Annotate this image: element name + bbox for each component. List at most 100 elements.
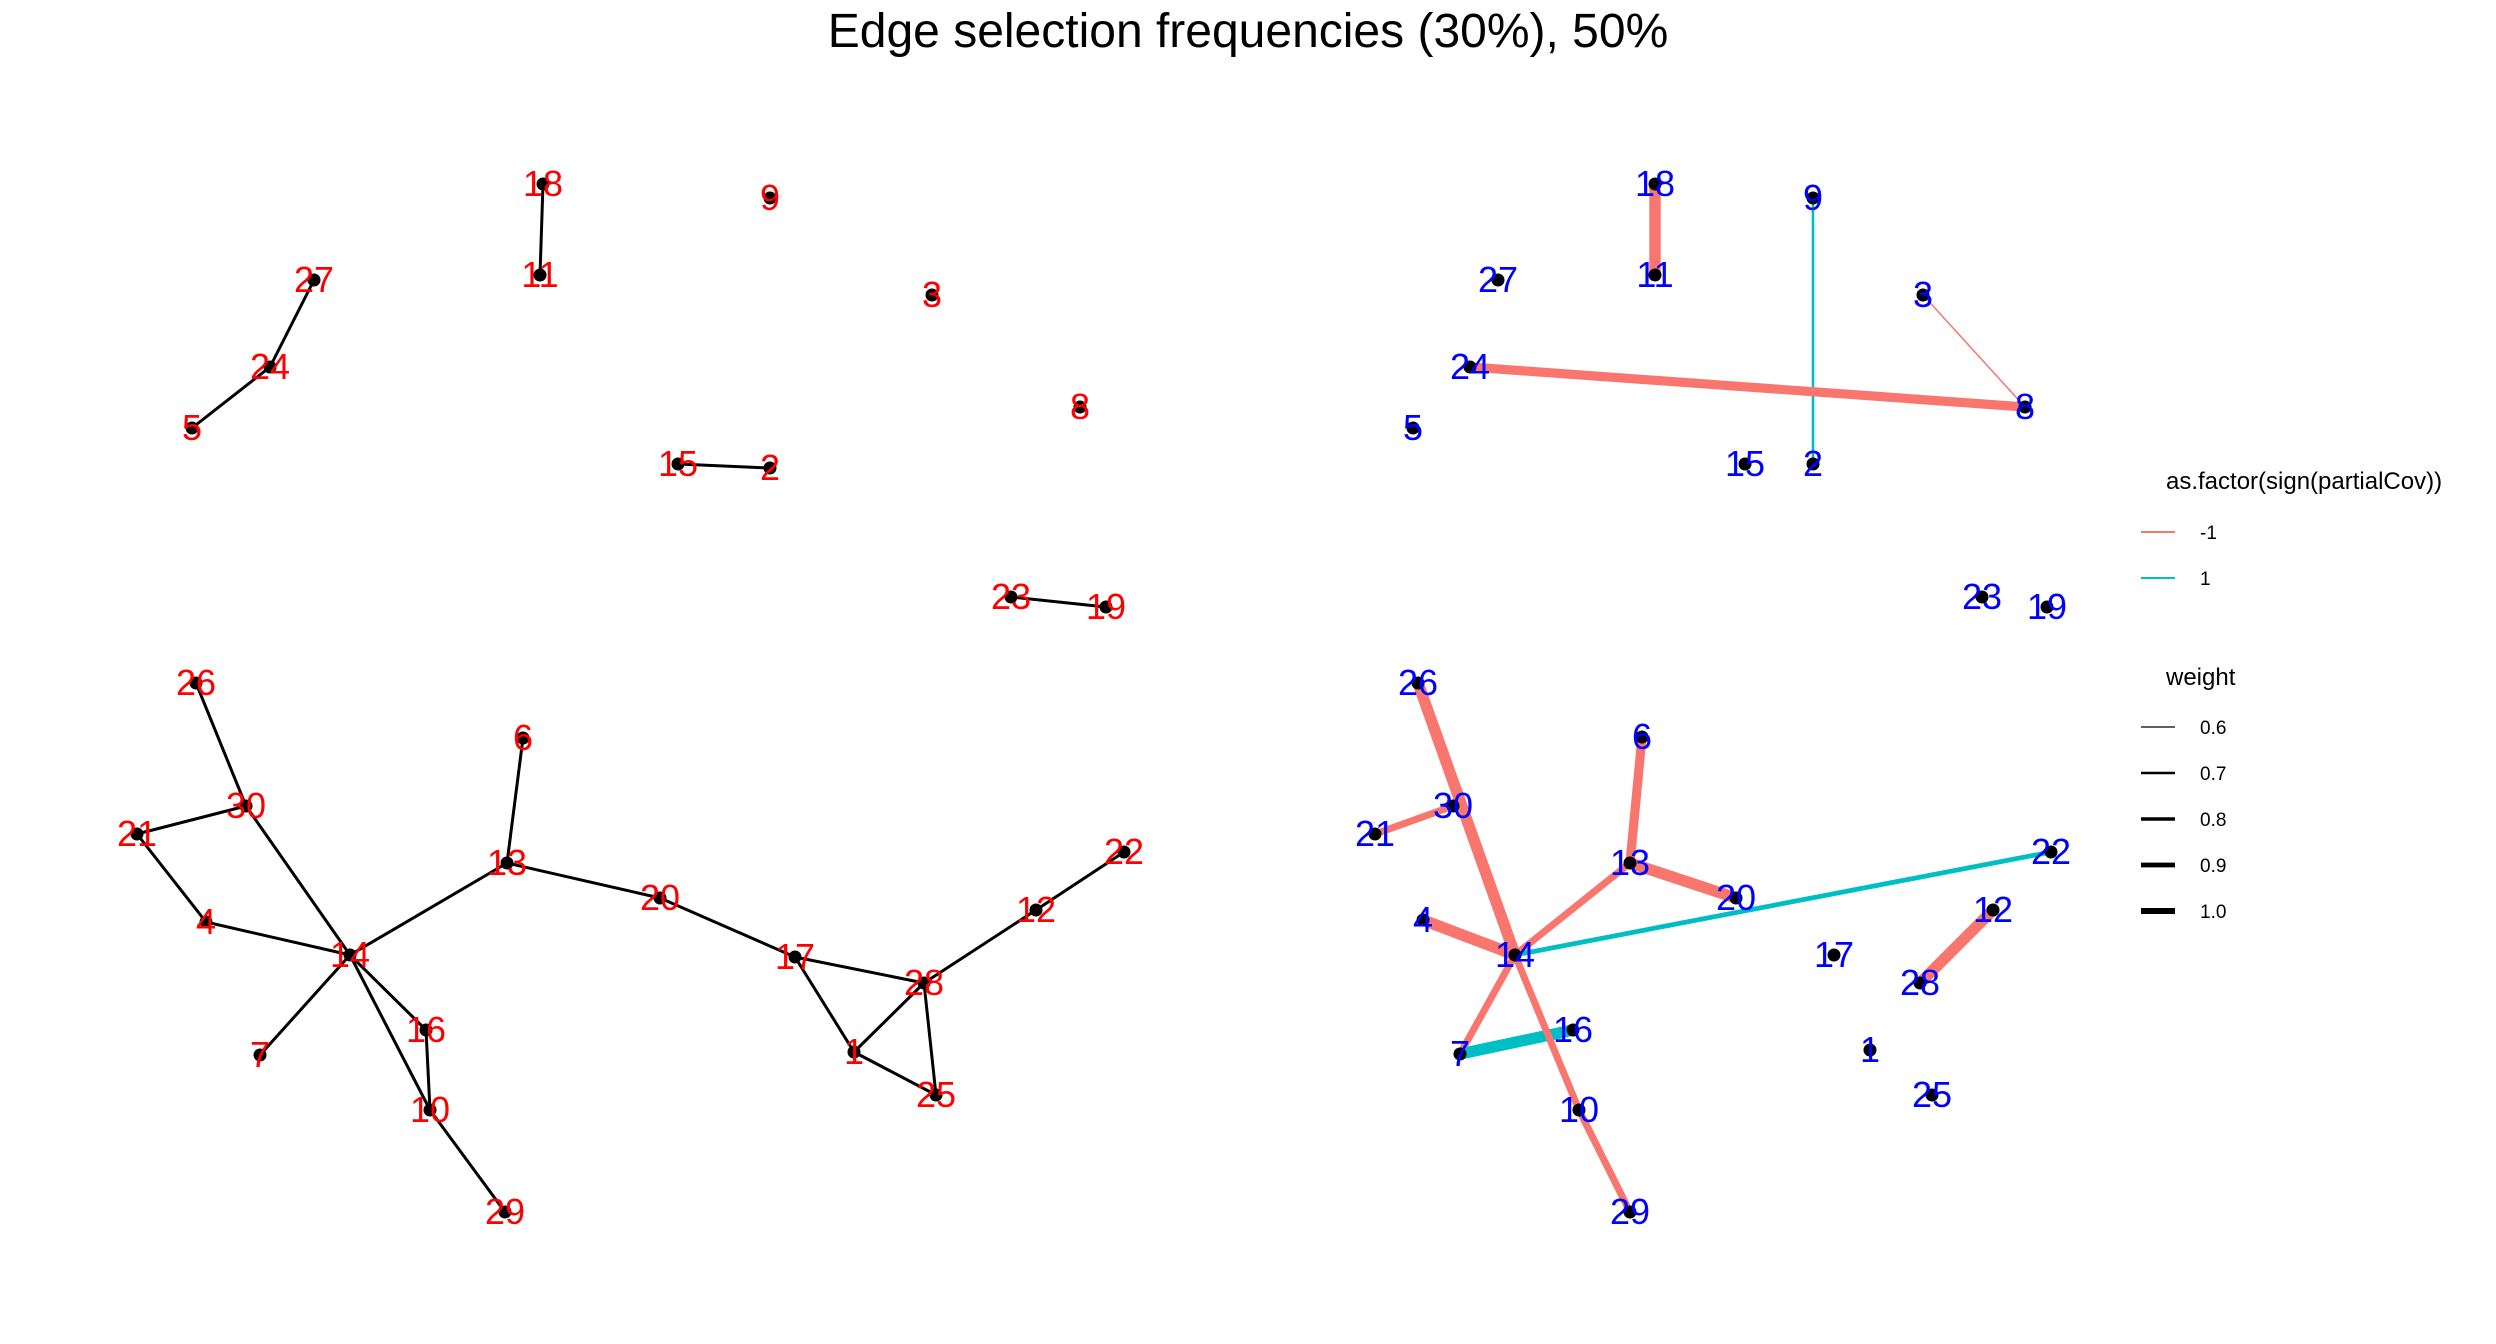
node-label-25: 25	[916, 1074, 956, 1115]
node-7	[253, 1048, 267, 1062]
edge-30-21	[136, 804, 247, 836]
node-label-18: 18	[1635, 163, 1675, 204]
node-label-25: 25	[1912, 1074, 1952, 1115]
node-label-29: 29	[1610, 1191, 1650, 1232]
node-label-19: 19	[2027, 586, 2067, 627]
node-2	[1806, 457, 1820, 471]
edge-28-12	[923, 908, 1037, 985]
edge-30-14	[244, 805, 352, 956]
edge-14-7	[1456, 953, 1519, 1056]
node-12	[1986, 903, 2000, 917]
node-2	[763, 461, 777, 475]
node-12	[1029, 903, 1043, 917]
node-label-30: 30	[226, 785, 266, 826]
node-label-6: 6	[513, 717, 533, 758]
node-9	[763, 191, 777, 205]
node-label-20: 20	[1716, 877, 1756, 918]
edge-24-8	[1469, 362, 2026, 412]
node-label-14: 14	[330, 934, 370, 975]
edge-14-13	[349, 861, 508, 957]
node-21	[130, 827, 144, 841]
node-label-2: 2	[760, 447, 780, 488]
node-label-7: 7	[1450, 1033, 1470, 1074]
legend-weight-title: weight	[2165, 664, 2236, 691]
node-label-9: 9	[760, 177, 780, 218]
node-26	[1411, 676, 1425, 690]
node-label-22: 22	[2031, 831, 2071, 872]
node-22	[1117, 845, 1131, 859]
node-28	[1913, 976, 1927, 990]
edge-10-29	[1575, 1108, 1634, 1214]
node-14	[343, 948, 357, 962]
right-edges	[1373, 184, 2052, 1214]
edge-23-19	[1010, 595, 1107, 609]
legend-color-title: as.factor(sign(partialCov))	[2166, 468, 2442, 495]
node-label-26: 26	[1398, 662, 1438, 703]
node-29	[1623, 1205, 1637, 1219]
node-label-16: 16	[406, 1009, 446, 1050]
node-29	[498, 1205, 512, 1219]
node-label-5: 5	[182, 407, 202, 448]
node-label-3: 3	[922, 274, 942, 315]
node-5	[185, 421, 199, 435]
node-label-21: 21	[117, 813, 157, 854]
node-label-23: 23	[1962, 576, 2002, 617]
edge-14-10	[1511, 953, 1583, 1112]
node-label-4: 4	[196, 901, 216, 942]
node-1	[1863, 1043, 1877, 1057]
node-label-17: 17	[775, 936, 815, 977]
edge-27-24	[268, 279, 316, 368]
edge-14-16	[348, 953, 428, 1032]
edge-10-29	[428, 1109, 507, 1213]
node-label-27: 27	[294, 259, 334, 300]
edge-13-20	[1628, 857, 1738, 904]
node-label-6: 6	[1632, 716, 1652, 757]
node-24	[1463, 360, 1477, 374]
legend-weight-label-0: 0.6	[2200, 718, 2226, 739]
node-label-7: 7	[250, 1034, 270, 1075]
node-label-10: 10	[410, 1089, 450, 1130]
edge-21-4	[135, 833, 208, 923]
legend: as.factor(sign(partialCov)) -1 1 weight 0…	[2141, 468, 2442, 923]
node-label-2: 2	[1803, 443, 1823, 484]
node-18	[1648, 177, 1662, 191]
legend-color-label-0: -1	[2200, 523, 2217, 544]
node-8	[1073, 400, 1087, 414]
node-label-17: 17	[1814, 934, 1854, 975]
node-label-1: 1	[1860, 1029, 1880, 1070]
edge-12-22	[1035, 850, 1125, 912]
node-label-8: 8	[2015, 386, 2035, 427]
node-label-15: 15	[658, 443, 698, 484]
node-18	[536, 177, 550, 191]
node-label-16: 16	[1553, 1009, 1593, 1050]
node-27	[1491, 273, 1505, 287]
node-5	[1406, 421, 1420, 435]
node-label-11: 11	[1636, 254, 1673, 295]
node-label-4: 4	[1413, 899, 1433, 940]
node-8	[2018, 400, 2032, 414]
node-20	[1729, 891, 1743, 905]
edge-26-14	[1412, 681, 1521, 957]
node-11	[533, 268, 547, 282]
node-label-9: 9	[1803, 177, 1823, 218]
node-label-18: 18	[523, 163, 563, 204]
node-4	[1416, 913, 1430, 927]
node-1	[847, 1045, 861, 1059]
node-30	[1446, 799, 1460, 813]
node-label-29: 29	[485, 1191, 525, 1232]
node-11	[1648, 268, 1662, 282]
edge-13-20	[506, 861, 661, 900]
node-label-26: 26	[176, 662, 216, 703]
legend-color-items: -1 1	[2141, 523, 2217, 590]
node-3	[1916, 288, 1930, 302]
node-13	[500, 856, 514, 870]
left-edges	[135, 183, 1125, 1213]
node-label-28: 28	[1900, 962, 1940, 1003]
node-label-12: 12	[1016, 889, 1056, 930]
node-3	[925, 288, 939, 302]
edge-26-30	[194, 682, 248, 807]
node-label-27: 27	[1478, 259, 1518, 300]
edge-7-16	[1458, 1024, 1575, 1060]
